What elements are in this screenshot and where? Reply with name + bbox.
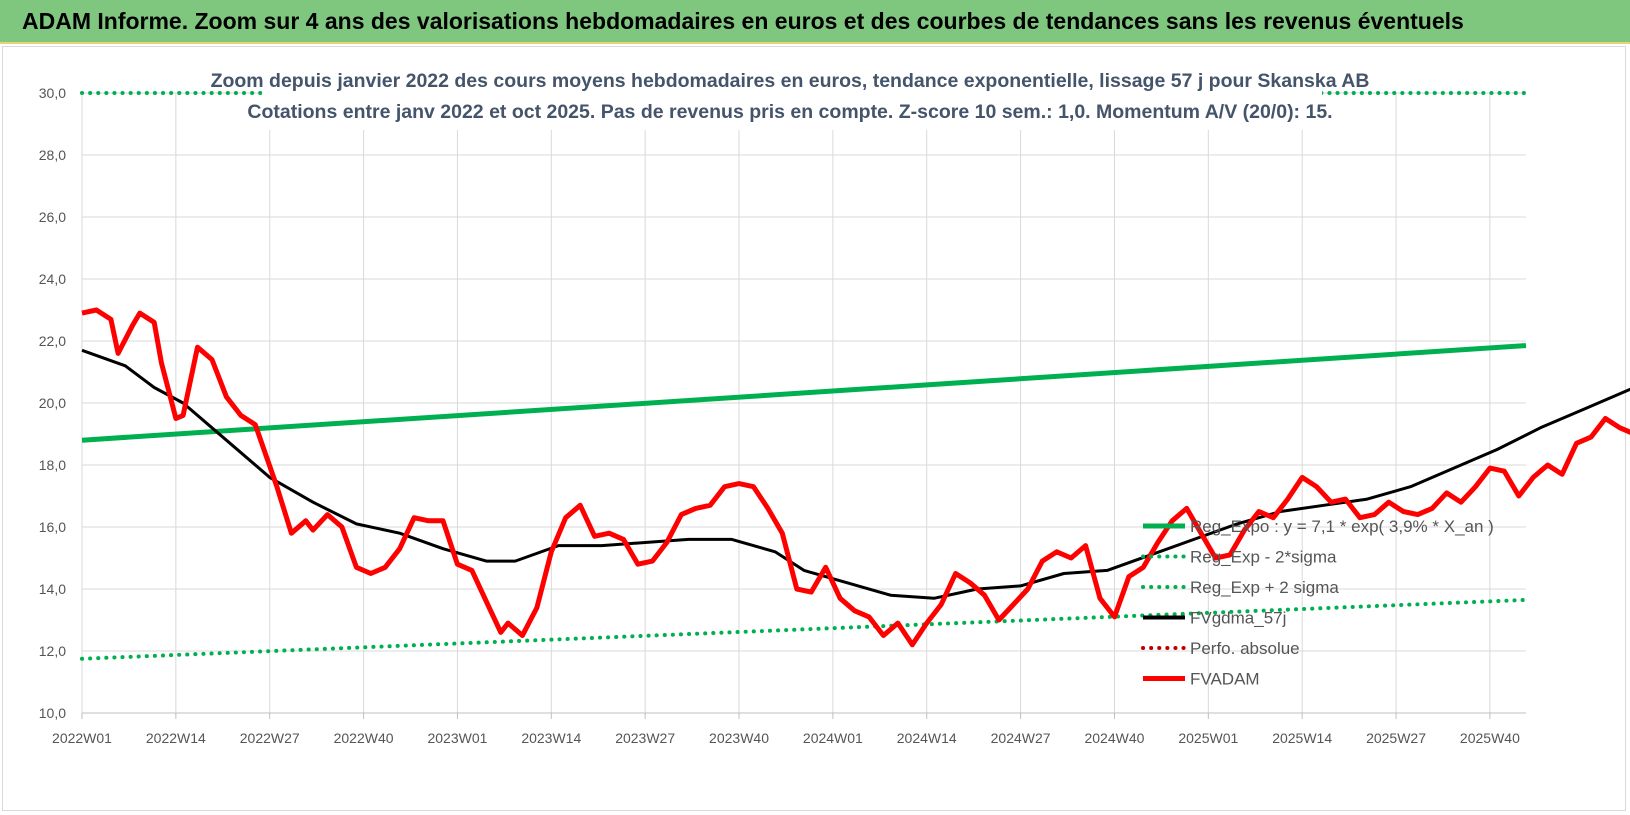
x-tick-label: 2025W40: [1460, 730, 1520, 746]
series-reg-expo-y-7-1-exp-3-9-x-an-line: [81, 343, 1527, 443]
y-tick-label: 30,0: [39, 85, 66, 101]
x-tick-label: 2024W01: [803, 730, 863, 746]
plot-area: [80, 91, 1630, 661]
chart-title-line-2: Cotations entre janv 2022 et oct 2025. P…: [247, 101, 1332, 123]
x-tick-label: 2025W14: [1272, 730, 1332, 746]
legend-label: Perfo. absolue: [1190, 639, 1300, 658]
x-tick-label: 2022W27: [240, 730, 300, 746]
y-tick-label: 16,0: [39, 519, 66, 535]
y-tick-label: 18,0: [39, 457, 66, 473]
axes: 10,0 12,0 14,0 16,0 18,0 20,0 22,0 24,0 26,0 28,0…: [39, 85, 1526, 746]
y-tick-label: 28,0: [39, 147, 66, 163]
y-tick-label: 12,0: [39, 643, 66, 659]
x-tick-label: 2022W01: [52, 730, 112, 746]
y-tick-label: 20,0: [39, 395, 66, 411]
legend-label: Reg_Exp - 2*sigma: [1190, 548, 1337, 567]
legend-label: Reg_Exp + 2 sigma: [1190, 578, 1339, 597]
series-reg-exp-2-sigma-line: [80, 597, 1528, 661]
y-tick-label: 26,0: [39, 209, 66, 225]
page-title: ADAM Informe. Zoom sur 4 ans des valoris…: [22, 8, 1464, 34]
y-tick-label: 10,0: [39, 705, 66, 721]
legend: Reg_Expo : y = 7,1 * exp( 3,9% * X_an ) R…: [1141, 517, 1494, 689]
chart-title-line-1: Zoom depuis janvier 2022 des cours moyen…: [211, 70, 1370, 92]
x-tick-label: 2023W40: [709, 730, 769, 746]
chart-title-background: [262, 62, 1322, 130]
series-fvgdma-57j-line: [81, 348, 1630, 600]
x-tick-label: 2025W27: [1366, 730, 1426, 746]
header-banner: ADAM Informe. Zoom sur 4 ans des valoris…: [0, 0, 1630, 44]
legend-label: Reg_Expo : y = 7,1 * exp( 3,9% * X_an ): [1190, 517, 1494, 536]
x-tick-label: 2023W14: [521, 730, 581, 746]
y-tick-label: 14,0: [39, 581, 66, 597]
x-tick-label: 2025W01: [1178, 730, 1238, 746]
chart-title: Zoom depuis janvier 2022 des cours moyen…: [211, 62, 1370, 130]
x-tick-label: 2022W14: [146, 730, 206, 746]
grid: [81, 92, 1526, 714]
x-tick-label: 2023W01: [427, 730, 487, 746]
legend-label: FVgdma_57j: [1190, 609, 1286, 628]
x-tick-label: 2023W27: [615, 730, 675, 746]
legend-label: FVADAM: [1190, 670, 1260, 689]
x-tick-label: 2022W40: [334, 730, 394, 746]
x-tick-label: 2024W40: [1084, 730, 1144, 746]
y-tick-label: 22,0: [39, 333, 66, 349]
x-tick-label: 2024W14: [897, 730, 957, 746]
x-tick-label: 2024W27: [991, 730, 1051, 746]
y-tick-label: 24,0: [39, 271, 66, 287]
